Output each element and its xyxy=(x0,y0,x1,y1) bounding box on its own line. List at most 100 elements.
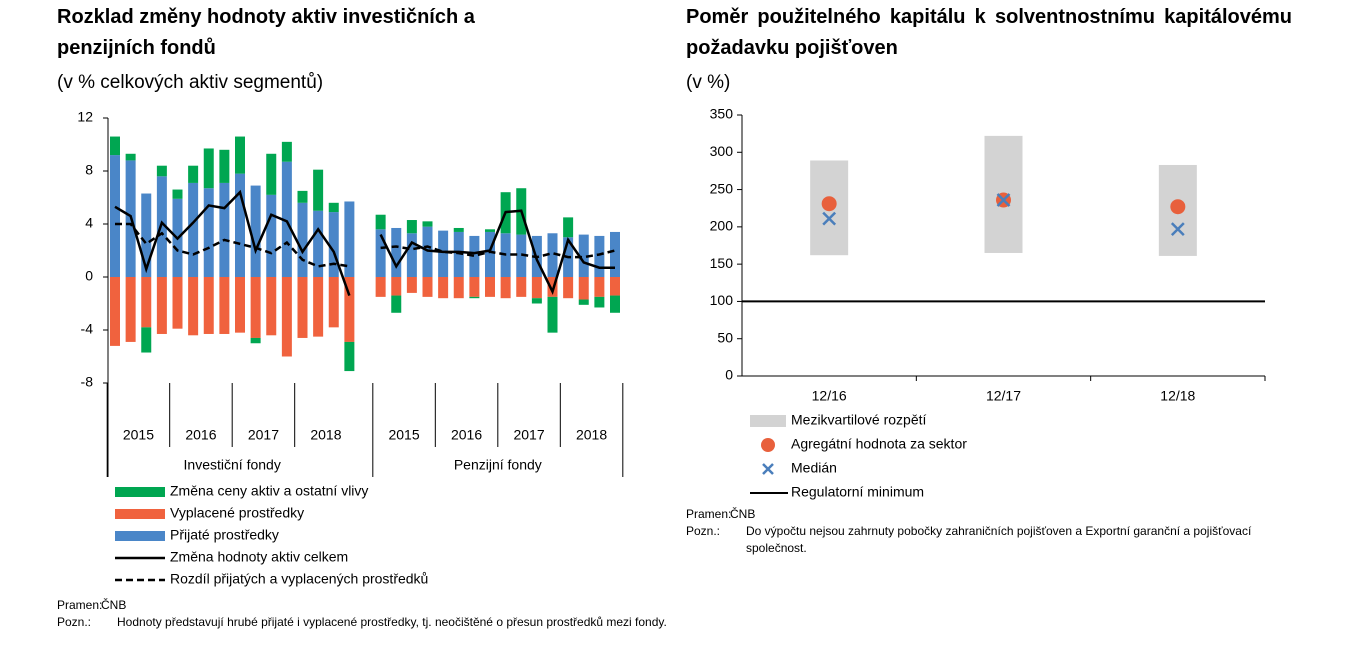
legend-label: Přijaté prostředky xyxy=(170,527,279,543)
group-label: Penzijní fondy xyxy=(454,457,542,473)
bar xyxy=(328,202,339,213)
bar xyxy=(344,341,355,372)
bar xyxy=(203,148,214,189)
bar xyxy=(203,277,214,334)
x-tick-label: 12/18 xyxy=(1160,388,1195,404)
bar xyxy=(235,136,245,174)
bar xyxy=(469,296,480,299)
legend-label: Změna ceny aktiv a ostatní vlivy xyxy=(170,483,368,499)
bar xyxy=(156,176,167,277)
bar xyxy=(453,231,464,277)
legend-label: Změna hodnoty aktiv celkem xyxy=(170,549,348,565)
bar xyxy=(610,231,620,277)
bar xyxy=(516,234,527,277)
y-tick-label: 4 xyxy=(85,215,93,231)
bar xyxy=(297,190,308,203)
x-tick-label: 2015 xyxy=(123,427,154,443)
bar xyxy=(156,165,167,177)
dot xyxy=(821,196,837,212)
bar xyxy=(485,277,495,297)
bar xyxy=(188,165,199,183)
bar xyxy=(141,277,152,328)
x-tick-label: 2015 xyxy=(388,427,419,443)
bar xyxy=(438,230,449,277)
bar xyxy=(469,277,480,297)
bar xyxy=(172,277,183,329)
bar xyxy=(516,277,527,297)
y-tick-label: 50 xyxy=(717,329,733,345)
bar xyxy=(531,298,542,304)
bar xyxy=(328,277,339,328)
bar xyxy=(578,277,589,300)
note-label: Pozn.: xyxy=(57,615,92,629)
group-label: Investiční fondy xyxy=(184,457,281,473)
source: ČNB xyxy=(730,507,756,521)
bar xyxy=(219,182,230,277)
y-tick-label: 0 xyxy=(725,367,733,383)
note: Hodnoty představují hrubé přijaté i vypl… xyxy=(117,615,667,629)
bar xyxy=(375,214,386,230)
bar xyxy=(547,296,558,333)
bar xyxy=(438,277,449,299)
y-tick-label: 8 xyxy=(85,162,93,178)
bar xyxy=(485,229,495,232)
y-tick-label: 250 xyxy=(710,180,734,196)
bar xyxy=(563,217,574,238)
bar xyxy=(172,189,183,199)
bar xyxy=(563,277,574,299)
bar xyxy=(422,226,433,277)
legend-swatch xyxy=(750,415,786,427)
bar xyxy=(188,277,199,336)
bar xyxy=(344,277,355,342)
bar xyxy=(453,277,464,299)
y-tick-label: 200 xyxy=(710,218,734,234)
bar xyxy=(297,202,308,277)
bar xyxy=(469,235,480,277)
x-tick-label: 12/17 xyxy=(986,388,1021,404)
bar xyxy=(406,220,417,234)
y-tick-label: 300 xyxy=(710,143,734,159)
bar xyxy=(110,136,120,156)
bar xyxy=(328,212,339,277)
legend-label: Agregátní hodnota za sektor xyxy=(791,436,967,452)
bar xyxy=(485,231,495,277)
legend-swatch xyxy=(115,509,165,519)
bar xyxy=(110,155,120,277)
x-marker xyxy=(822,211,837,226)
bar xyxy=(297,277,308,338)
legend-swatch xyxy=(115,487,165,497)
bar xyxy=(266,277,277,336)
bar xyxy=(313,277,324,337)
line xyxy=(115,222,616,268)
legend-label: Medián xyxy=(791,460,837,476)
bar xyxy=(281,161,292,277)
y-tick-label: 12 xyxy=(77,109,93,125)
x-tick-label: 12/16 xyxy=(812,388,847,404)
bar xyxy=(266,194,277,277)
bar xyxy=(125,153,136,161)
x-tick-label: 2017 xyxy=(248,427,279,443)
bar xyxy=(453,227,464,232)
bar xyxy=(547,277,558,297)
bar xyxy=(531,277,542,299)
legend-label: Regulatorní minimum xyxy=(791,484,924,500)
chart-subtitle: (v %) xyxy=(686,72,731,93)
note: Do výpočtu nejsou zahrnuty pobočky zahra… xyxy=(746,524,1252,555)
bar xyxy=(375,277,386,297)
chart-title: Rozklad změny hodnoty aktiv investičních… xyxy=(57,6,475,59)
chart-title: Poměr použitelného kapitálu k solventnos… xyxy=(686,6,1292,59)
source: ČNB xyxy=(101,598,127,612)
bar xyxy=(391,227,402,277)
bar xyxy=(141,327,152,353)
legend-swatch xyxy=(761,438,775,452)
bar xyxy=(313,169,324,211)
bar xyxy=(156,277,167,334)
y-tick-label: 150 xyxy=(710,255,734,271)
bar xyxy=(110,277,120,346)
bar xyxy=(375,229,386,277)
legend-swatch xyxy=(762,463,774,475)
bar xyxy=(141,193,152,277)
bar xyxy=(422,221,433,227)
bar xyxy=(391,277,402,296)
bar xyxy=(578,234,589,277)
